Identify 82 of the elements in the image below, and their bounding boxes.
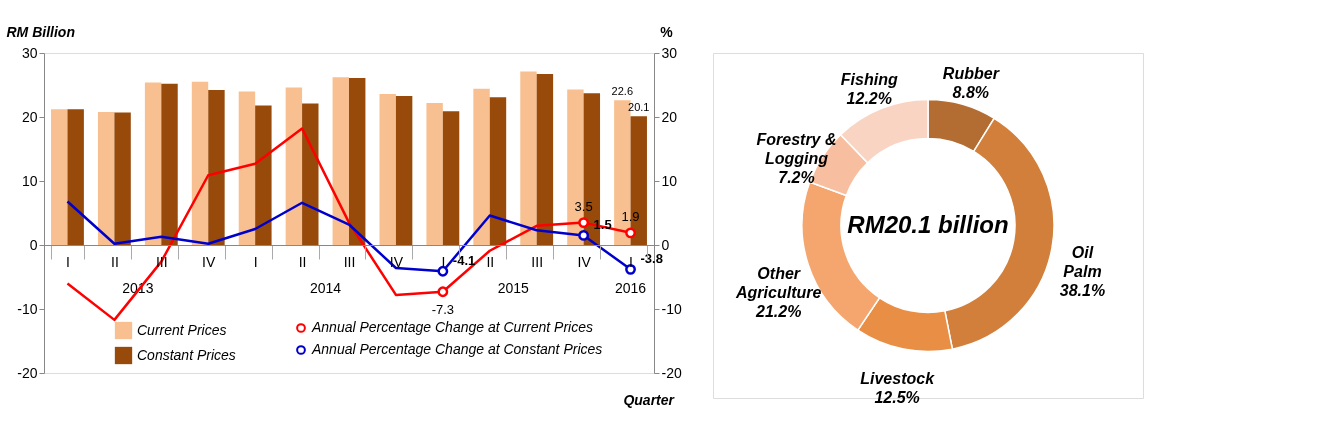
legend-label: Current Prices [137, 321, 227, 338]
point [437, 286, 449, 298]
x-axis-title: Quarter [623, 392, 676, 408]
slice-label: Oil Palm [1063, 244, 1102, 281]
bar [395, 95, 413, 245]
bar [349, 77, 366, 245]
bar [332, 77, 349, 245]
y2-tick-label: -20 [661, 364, 682, 381]
x-tick-label: IV [577, 253, 592, 270]
data-label: 8.8% [952, 84, 990, 102]
y2-tick-label: -10 [661, 300, 682, 317]
bar [379, 93, 396, 245]
data-label: -4.1 [452, 253, 476, 269]
y-tick-label: 20 [21, 108, 38, 125]
x-tick-label: II [486, 253, 495, 270]
y2-tick-label: 10 [661, 172, 678, 189]
y-tick-label: 30 [21, 44, 38, 61]
point [625, 227, 636, 239]
bar [302, 103, 319, 245]
data-label: 7.2% [778, 168, 815, 186]
annotation: 2014 [309, 280, 342, 296]
data-label: 20.1 [628, 101, 650, 114]
bar [426, 102, 443, 245]
slice-label: Forestry & Logging [756, 130, 837, 167]
x-tick-label: IV [202, 253, 216, 270]
y-tick-label: -20 [17, 364, 38, 381]
x-tick-label: I [253, 253, 258, 270]
slice-label: Fishing [840, 70, 898, 88]
x-tick-label: II [298, 253, 307, 270]
point [578, 217, 590, 229]
bar [442, 111, 460, 245]
legend-label: Constant Prices [137, 346, 236, 363]
y-tick-label: -10 [17, 300, 38, 317]
legend-label: Annual Percentage Change at Constant Prices [311, 341, 603, 357]
data-label: -3.8 [640, 251, 663, 267]
x-tick-label: I [441, 253, 446, 270]
bar [114, 112, 131, 245]
slice-label: Other Agriculture [735, 265, 822, 302]
bar [473, 88, 490, 245]
bar [489, 97, 507, 245]
bar [144, 82, 162, 245]
data-label: 22.6 [611, 85, 634, 98]
bar [520, 71, 537, 245]
bar [238, 91, 256, 245]
data-label: 3.5 [574, 198, 593, 214]
data-label: 21.2% [755, 303, 802, 321]
point [625, 263, 636, 275]
annotation: 2016 [614, 280, 647, 296]
y2-tick-label: 20 [661, 108, 678, 125]
bar [255, 105, 272, 245]
bar [51, 109, 68, 245]
x-tick-label: IV [389, 253, 404, 270]
bar [97, 111, 115, 245]
y2-tick-label: 30 [661, 44, 678, 61]
y2-axis-title: % [660, 23, 674, 40]
point [578, 229, 590, 241]
x-tick-label: I [629, 253, 633, 270]
y-axis-title: RM Billion [6, 23, 75, 40]
y-tick-label: 0 [29, 236, 38, 253]
x-tick-label: III [531, 253, 544, 270]
data-label: 1.9 [621, 208, 640, 224]
x-tick-label: I [66, 253, 70, 270]
point [437, 265, 449, 277]
y-tick-label: 10 [21, 172, 38, 189]
slice-label: Livestock [860, 370, 936, 388]
slice-label: Rubber [942, 65, 1000, 83]
data-label: 12.5% [874, 389, 920, 407]
bar [536, 74, 554, 245]
legend-label: Annual Percentage Change at Current Prices [311, 319, 593, 335]
bar [67, 109, 84, 245]
data-label: 38.1% [1059, 282, 1106, 300]
annotation: 2015 [497, 280, 530, 296]
data-label: 12.2% [846, 89, 892, 107]
data-label: -7.3 [431, 301, 455, 317]
text: RM20.1 billion [847, 210, 1009, 238]
x-tick-label: II [110, 253, 119, 270]
y2-tick-label: 0 [661, 236, 670, 253]
bar [285, 87, 303, 245]
bar [208, 90, 225, 245]
x-tick-label: III [343, 253, 356, 270]
bar [191, 81, 209, 245]
bar [161, 83, 178, 245]
